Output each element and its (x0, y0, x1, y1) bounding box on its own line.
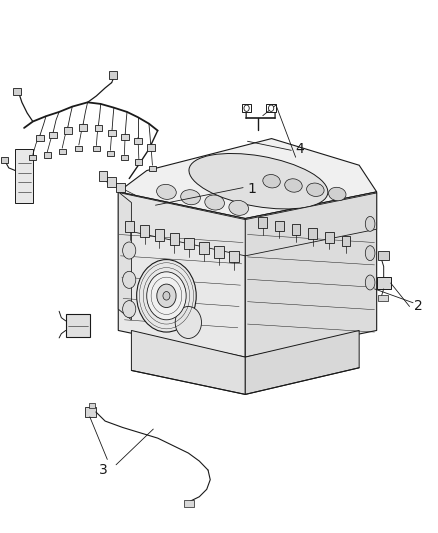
Bar (59, 149, 66, 154)
Bar (95, 125, 102, 131)
Bar (89, 403, 95, 408)
Ellipse shape (123, 242, 136, 259)
Circle shape (244, 105, 249, 111)
Text: 1: 1 (247, 182, 256, 196)
Polygon shape (15, 149, 33, 203)
Bar (121, 134, 129, 140)
Bar (308, 228, 317, 239)
Bar (378, 251, 389, 260)
Ellipse shape (123, 301, 136, 318)
Bar (325, 232, 334, 243)
Circle shape (175, 306, 201, 338)
Bar (116, 183, 125, 192)
Polygon shape (120, 193, 245, 256)
Ellipse shape (365, 275, 375, 290)
Ellipse shape (229, 200, 248, 215)
Bar (49, 132, 57, 138)
Polygon shape (245, 192, 377, 357)
Circle shape (268, 105, 274, 111)
Bar (229, 251, 239, 262)
Bar (85, 407, 96, 417)
Ellipse shape (205, 195, 224, 210)
Polygon shape (245, 193, 377, 256)
Bar (107, 177, 116, 187)
Bar (79, 124, 87, 131)
Polygon shape (131, 330, 245, 394)
Circle shape (137, 260, 196, 332)
Ellipse shape (181, 190, 200, 205)
Bar (377, 277, 391, 289)
Bar (275, 221, 284, 231)
Bar (99, 171, 107, 181)
Bar (134, 138, 142, 144)
Polygon shape (245, 330, 359, 394)
Ellipse shape (365, 246, 375, 261)
Bar (378, 295, 388, 301)
Bar (170, 233, 179, 245)
Bar (107, 151, 114, 156)
Bar (44, 152, 51, 158)
Ellipse shape (263, 174, 280, 188)
Ellipse shape (307, 183, 324, 197)
Polygon shape (118, 192, 245, 357)
Bar (13, 88, 21, 95)
Bar (108, 130, 116, 136)
Bar (199, 242, 209, 254)
Text: 2: 2 (414, 300, 423, 313)
Bar (140, 225, 149, 237)
Ellipse shape (328, 187, 346, 201)
Bar (125, 221, 134, 232)
Ellipse shape (123, 271, 136, 288)
Bar (66, 314, 90, 337)
Bar (1, 157, 8, 163)
Circle shape (157, 284, 176, 308)
Bar (29, 155, 36, 160)
Bar (109, 71, 117, 79)
Bar (149, 166, 156, 171)
Bar (64, 127, 72, 134)
Bar (121, 155, 128, 160)
Bar (214, 246, 224, 258)
Bar (36, 135, 44, 141)
Ellipse shape (285, 179, 302, 192)
Text: 3: 3 (99, 463, 107, 477)
Text: 4: 4 (296, 142, 304, 156)
Polygon shape (118, 139, 377, 219)
Bar (184, 500, 194, 507)
Bar (266, 104, 276, 112)
Bar (342, 236, 350, 246)
Bar (93, 146, 100, 151)
Polygon shape (118, 192, 131, 320)
Ellipse shape (365, 216, 375, 231)
Circle shape (147, 272, 186, 320)
Bar (147, 144, 155, 151)
Ellipse shape (157, 184, 176, 199)
Bar (75, 146, 82, 151)
Ellipse shape (189, 154, 328, 209)
Bar (292, 224, 300, 235)
Bar (155, 229, 164, 241)
Bar (184, 238, 194, 249)
Bar (135, 159, 142, 165)
Bar (258, 217, 267, 228)
Circle shape (163, 292, 170, 300)
Bar (242, 104, 251, 112)
